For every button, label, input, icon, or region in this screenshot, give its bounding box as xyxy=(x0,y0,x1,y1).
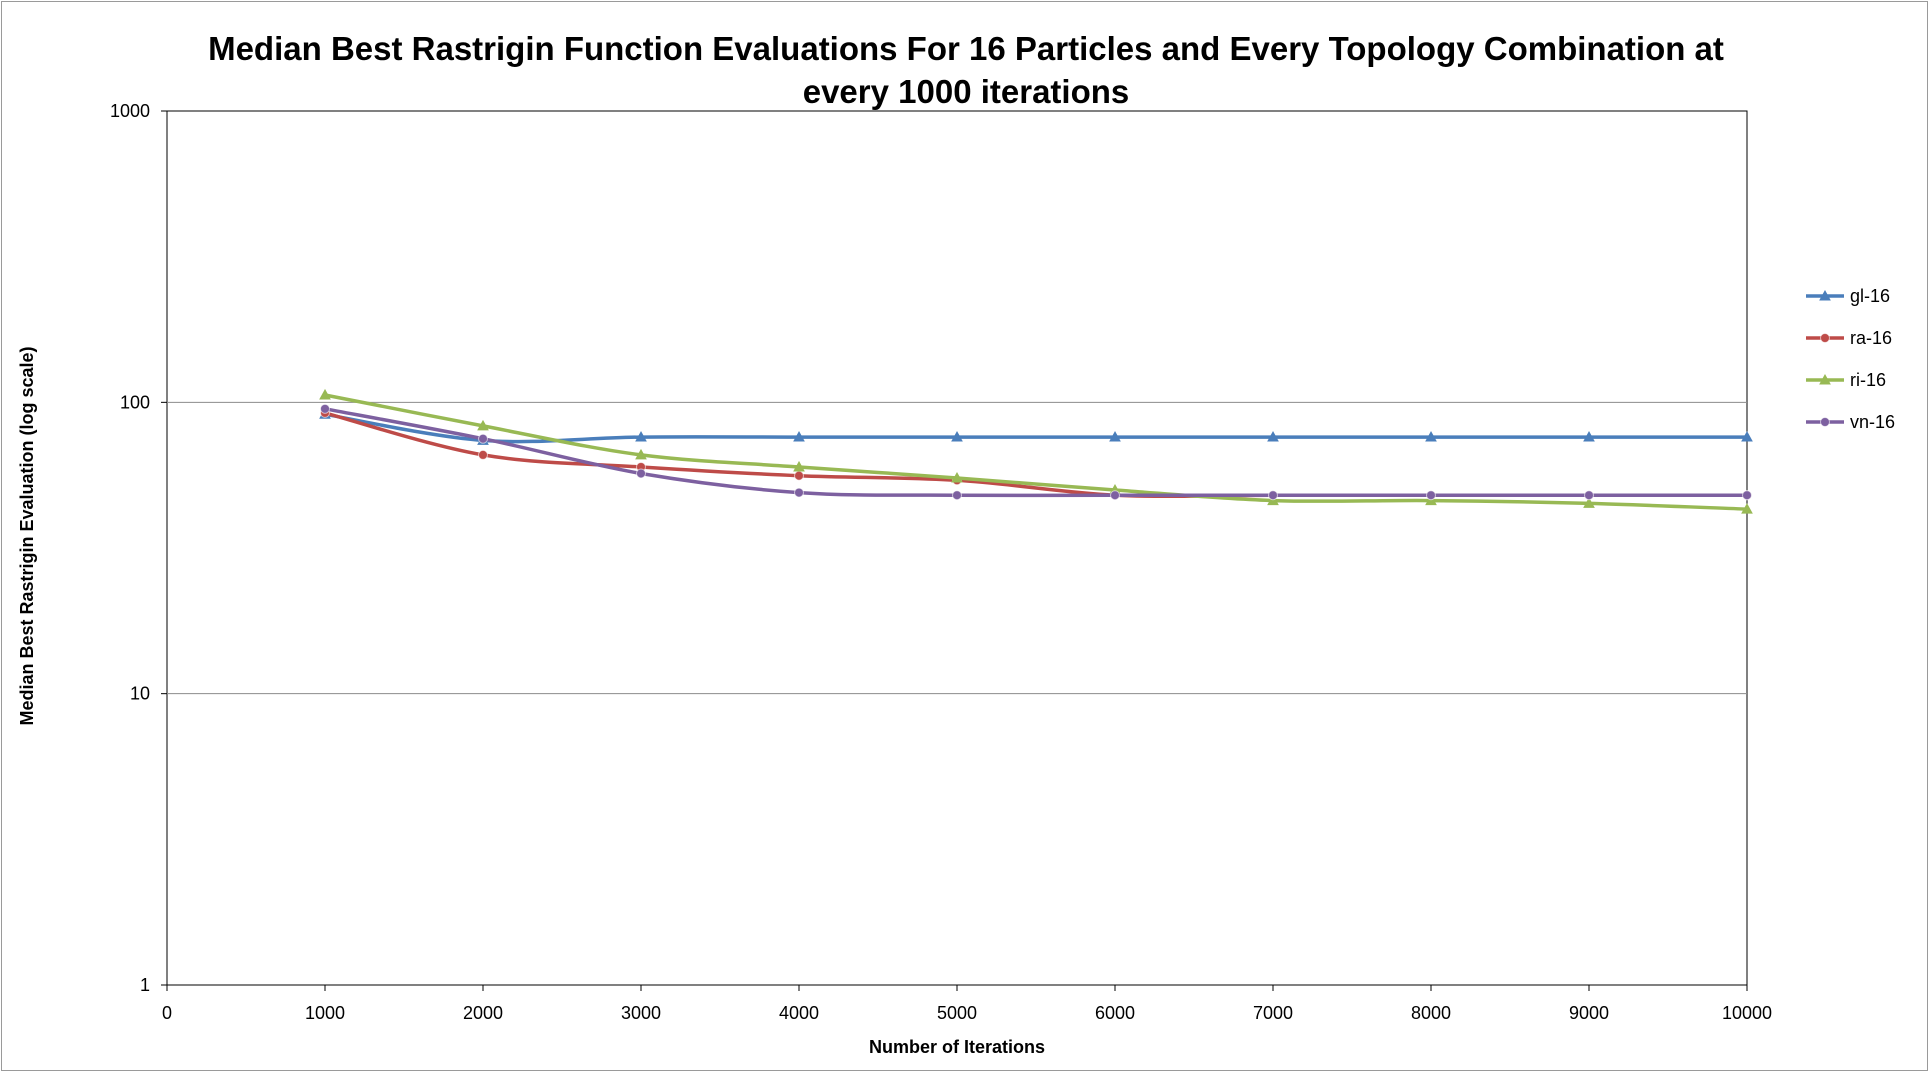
x-tick-label: 2000 xyxy=(463,1003,503,1023)
data-point xyxy=(1425,431,1437,442)
data-point xyxy=(1741,503,1753,514)
data-point xyxy=(1109,431,1121,442)
series-group xyxy=(319,388,1753,514)
x-tick-label: 5000 xyxy=(937,1003,977,1023)
x-tick-label: 3000 xyxy=(621,1003,661,1023)
series-line-ri-16 xyxy=(323,393,1749,511)
legend-marker xyxy=(1819,373,1831,385)
legend-label: ra-16 xyxy=(1850,328,1892,348)
data-point xyxy=(951,471,963,483)
data-point xyxy=(1583,431,1595,442)
legend-marker xyxy=(1819,289,1831,301)
data-point xyxy=(794,487,804,498)
data-point xyxy=(1742,490,1752,501)
x-tick-label: 7000 xyxy=(1253,1003,1293,1023)
x-tick-label: 4000 xyxy=(779,1003,819,1023)
chart-title-line-2: every 1000 iterations xyxy=(803,73,1130,110)
data-point xyxy=(1110,490,1120,501)
data-point xyxy=(951,431,963,442)
y-tick-label: 100 xyxy=(120,392,150,412)
data-point xyxy=(635,448,647,460)
data-point xyxy=(319,388,331,400)
legend-item-ra-16: ra-16 xyxy=(1806,328,1892,348)
data-point xyxy=(1267,431,1279,442)
legend-marker xyxy=(1820,417,1830,427)
data-point xyxy=(478,449,488,460)
data-point xyxy=(794,470,804,481)
data-point xyxy=(636,468,646,479)
data-point xyxy=(1584,490,1594,501)
legend-item-gl-16: gl-16 xyxy=(1806,286,1890,306)
legend-label: gl-16 xyxy=(1850,286,1890,306)
data-point xyxy=(1268,490,1278,501)
y-tick-label: 10 xyxy=(130,684,150,704)
x-tick-label: 8000 xyxy=(1411,1003,1451,1023)
x-tick-label: 1000 xyxy=(305,1003,345,1023)
chart-title-line-1: Median Best Rastrigin Function Evaluatio… xyxy=(208,30,1724,67)
data-point xyxy=(793,460,805,472)
series-vn-16 xyxy=(320,403,1752,501)
plot-area xyxy=(166,110,1748,986)
series-line-vn-16 xyxy=(323,407,1749,498)
legend-marker xyxy=(1820,333,1830,343)
y-tick-label: 1 xyxy=(140,975,150,995)
legend: gl-16 ra-16 ri-16 vn-16 xyxy=(1806,286,1895,432)
legend-label: vn-16 xyxy=(1850,412,1895,432)
x-tick-label: 9000 xyxy=(1569,1003,1609,1023)
y-tick-label: 1000 xyxy=(110,101,150,121)
data-point xyxy=(477,419,489,431)
data-point xyxy=(793,431,805,442)
data-point xyxy=(478,433,488,444)
x-tick-label: 6000 xyxy=(1095,1003,1135,1023)
legend-item-ri-16: ri-16 xyxy=(1806,370,1886,390)
x-tick-label: 0 xyxy=(162,1003,172,1023)
legend-label: ri-16 xyxy=(1850,370,1886,390)
data-point xyxy=(1583,497,1595,508)
data-point xyxy=(952,490,962,501)
data-point xyxy=(320,403,330,414)
legend-item-vn-16: vn-16 xyxy=(1806,412,1895,432)
x-tick-label: 10000 xyxy=(1722,1003,1772,1023)
data-point xyxy=(635,431,647,442)
x-axis-label: Number of Iterations xyxy=(869,1037,1045,1057)
data-point xyxy=(1741,431,1753,442)
gridlines xyxy=(167,401,1747,695)
y-axis-label: Median Best Rastrigin Evaluation (log sc… xyxy=(17,346,37,725)
data-point xyxy=(1426,490,1436,501)
